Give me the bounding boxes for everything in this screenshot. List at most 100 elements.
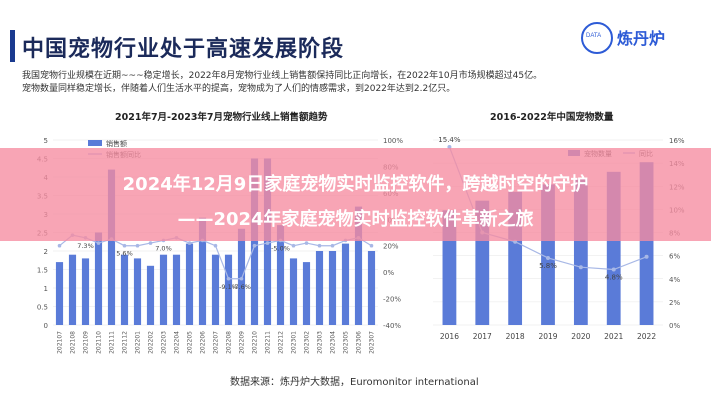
sales-bar [250,158,259,325]
sales-bar [172,254,181,325]
y-tick-right: 2% [669,299,680,307]
sales-bar [120,254,129,325]
x-tick-label: 202112 [122,331,129,354]
y-tick-right: 16% [669,137,685,145]
sales-bar [276,225,285,325]
legend-swatch-bar [88,140,102,146]
legend-label: 销售额 [106,139,127,148]
y-tick-left: 1 [44,285,48,293]
y-tick-left: 0.5 [37,304,48,312]
description: 我国宠物行业规模在近期~~~稳定增长，2022年8月宠物行业线上销售额保持同比正… [22,70,622,96]
y-tick-right: 4% [669,276,680,284]
sales-bar [159,254,168,325]
y-tick-left: 2 [44,248,48,256]
sales-bar [94,232,103,325]
x-tick-label: 2016 [440,332,459,341]
yoy-point [317,243,322,248]
sales-bar [81,258,90,325]
y-tick-left: 1.5 [37,267,48,275]
point-label: -9.1% [219,283,238,291]
x-tick-label: 202204 [174,331,181,354]
yoy-point [447,144,452,149]
yoy-point [291,243,296,248]
point-label: -5.0% [271,244,290,252]
y-tick-left: 5 [44,137,48,145]
yoy-point [304,241,309,245]
chart2-title: 2016-2022年中国宠物数量 [490,112,614,123]
x-tick-label: 202210 [252,331,259,354]
title-accent-bar [10,30,15,62]
x-tick-label: 202111 [109,331,116,354]
x-tick-label: 202107 [57,331,64,354]
yoy-point [644,254,649,259]
x-tick-label: 2021 [604,332,623,341]
x-tick-label: 202302 [304,331,311,354]
sales-bar [302,262,311,325]
x-tick-label: 202108 [70,331,77,354]
y-tick-right: 0% [383,269,394,277]
yoy-point [148,241,153,245]
yoy-point [369,243,374,248]
logo-icon [581,22,613,54]
sales-bar [133,258,142,325]
x-tick-label: 202202 [148,331,155,354]
logo-tag: DATA [586,33,602,39]
x-tick-label: 202203 [161,331,168,354]
x-tick-label: 202109 [83,331,90,354]
y-tick-right: 20% [383,243,399,251]
yoy-point [226,276,231,281]
yoy-point [252,243,257,248]
y-tick-right: 100% [383,137,403,145]
sales-bar [198,217,207,325]
overlay-subheadline: ——2024年家庭宠物实时监控软件革新之旅 [177,209,534,230]
overlay-banner [0,148,711,241]
sales-bar [107,169,116,325]
sales-bar [367,251,376,325]
y-tick-right: -40% [383,322,401,330]
sales-bar [146,265,155,325]
y-tick-left: 0 [44,322,48,330]
x-tick-label: 202305 [343,331,350,354]
yoy-point [135,243,140,248]
sales-bar [68,254,77,325]
point-label: 4.8% [605,274,623,282]
x-tick-label: 202303 [317,331,324,354]
y-tick-right: 0% [669,322,680,330]
sales-bar [354,206,363,325]
source-note: 数据来源：炼丹炉大数据，Euromonitor international [230,377,479,388]
yoy-point [213,243,218,248]
yoy-point [546,255,550,260]
yoy-point [239,276,244,281]
logo-text: 炼丹炉 [617,29,666,48]
sales-bar [211,254,220,325]
x-tick-label: 2019 [538,332,557,341]
yoy-point [578,265,583,270]
y-tick-right: 6% [669,253,680,261]
x-tick-label: 202110 [96,331,103,354]
yoy-point [57,243,62,248]
x-tick-label: 202307 [369,331,376,354]
sales-bar [289,258,298,325]
point-label: -7.6% [232,283,251,291]
x-tick-label: 202209 [239,331,246,354]
point-label: 15.4% [438,136,461,144]
x-tick-label: 2022 [637,332,656,341]
x-tick-label: 202205 [187,331,194,354]
point-label: 7.0% [155,244,172,252]
sales-bar [185,243,194,325]
yoy-point [265,241,270,245]
x-tick-label: 202201 [135,331,142,354]
x-tick-label: 202206 [200,331,207,354]
yoy-point [187,241,192,245]
description-line-1: 我国宠物行业规模在近期~~~稳定增长，2022年8月宠物行业线上销售额保持同比正… [22,71,543,81]
sales-bar [341,243,350,325]
x-tick-label: 2020 [571,332,590,341]
chart1-title: 2021年7月-2023年7月宠物行业线上销售额趋势 [115,112,328,123]
x-tick-label: 202306 [356,331,363,354]
x-tick-label: 202211 [265,331,272,354]
x-tick-label: 202207 [213,331,220,354]
yoy-point [96,241,101,245]
overlay-headline: 2024年12月9日家庭宠物实时监控软件，跨越时空的守护 [122,174,589,195]
sales-bar [328,251,337,325]
